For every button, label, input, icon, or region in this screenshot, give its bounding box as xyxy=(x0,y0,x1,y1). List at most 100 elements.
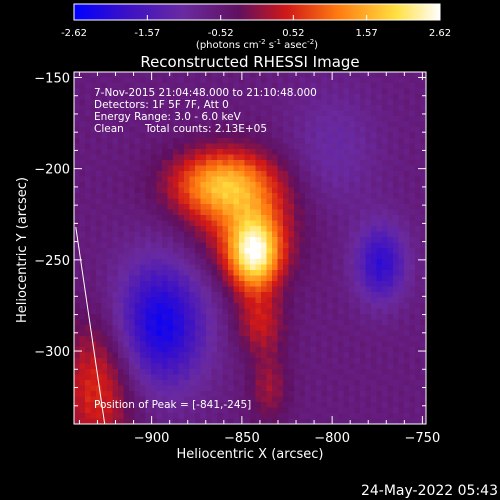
heatmap-cell xyxy=(74,402,81,409)
heatmap-cell xyxy=(129,363,136,370)
heatmap-cell xyxy=(376,138,383,145)
heatmap-cell xyxy=(145,314,152,321)
heatmap-cell xyxy=(404,77,411,84)
heatmap-cell xyxy=(321,336,328,343)
heatmap-cell xyxy=(178,358,185,365)
heatmap-cell xyxy=(134,193,141,200)
heatmap-cell xyxy=(321,83,328,90)
heatmap-cell xyxy=(365,165,372,172)
heatmap-cell xyxy=(327,380,334,387)
heatmap-cell xyxy=(338,413,345,420)
heatmap-cell xyxy=(387,369,394,376)
heatmap-cell xyxy=(393,407,400,414)
heatmap-cell xyxy=(360,303,367,310)
heatmap-cell xyxy=(255,204,262,211)
heatmap-cell xyxy=(288,204,295,211)
heatmap-cell xyxy=(415,275,422,282)
heatmap-cell xyxy=(228,270,235,277)
heatmap-cell xyxy=(288,132,295,139)
heatmap-cell xyxy=(118,363,125,370)
heatmap-cell xyxy=(393,352,400,359)
heatmap-cell xyxy=(349,253,356,260)
heatmap-cell xyxy=(376,281,383,288)
heatmap-cell xyxy=(123,413,130,420)
heatmap-cell xyxy=(167,369,174,376)
heatmap-cell xyxy=(354,358,361,365)
heatmap-cell xyxy=(74,319,81,326)
heatmap-cell xyxy=(294,226,301,233)
heatmap-cell xyxy=(420,237,426,244)
heatmap-cell xyxy=(74,121,81,128)
heatmap-cell xyxy=(239,242,246,249)
heatmap-cell xyxy=(261,171,268,178)
x-tick-label: −800 xyxy=(314,431,350,446)
heatmap-cell xyxy=(211,77,218,84)
heatmap-cell xyxy=(360,121,367,128)
heatmap-cell xyxy=(200,83,207,90)
heatmap-cell xyxy=(195,116,202,123)
heatmap-cell xyxy=(321,198,328,205)
heatmap-cell xyxy=(156,237,163,244)
heatmap-cell xyxy=(173,286,180,293)
heatmap-cell xyxy=(211,363,218,370)
heatmap-cell xyxy=(206,369,213,376)
heatmap-cell xyxy=(404,193,411,200)
heatmap-cell xyxy=(173,176,180,183)
heatmap-cell xyxy=(360,314,367,321)
heatmap-cell xyxy=(123,226,130,233)
heatmap-cell xyxy=(189,99,196,106)
heatmap-cell xyxy=(250,308,257,315)
heatmap-cell xyxy=(305,220,312,227)
heatmap-cell xyxy=(206,226,213,233)
heatmap-cell xyxy=(349,297,356,304)
heatmap-cell xyxy=(222,297,229,304)
heatmap-cell xyxy=(261,303,268,310)
heatmap-cell xyxy=(140,396,147,403)
heatmap-cell xyxy=(272,413,279,420)
heatmap-cell xyxy=(409,330,416,337)
heatmap-cell xyxy=(283,336,290,343)
heatmap-cell xyxy=(134,380,141,387)
heatmap-cell xyxy=(343,413,350,420)
heatmap-cell xyxy=(140,407,147,414)
heatmap-cell xyxy=(327,187,334,194)
heatmap-cell xyxy=(332,105,339,112)
heatmap-cell xyxy=(129,94,136,101)
heatmap-cell xyxy=(398,171,405,178)
heatmap-cell xyxy=(360,143,367,150)
heatmap-cell xyxy=(371,105,378,112)
heatmap-cell xyxy=(156,341,163,348)
heatmap-cell xyxy=(398,176,405,183)
heatmap-cell xyxy=(101,369,108,376)
heatmap-cell xyxy=(261,127,268,134)
heatmap-cell xyxy=(387,215,394,222)
heatmap-cell xyxy=(228,94,235,101)
heatmap-cell xyxy=(420,72,426,79)
heatmap-cell xyxy=(178,83,185,90)
heatmap-cell xyxy=(327,319,334,326)
heatmap-cell xyxy=(365,182,372,189)
heatmap-cell xyxy=(255,286,262,293)
heatmap-cell xyxy=(305,193,312,200)
heatmap-cell xyxy=(305,138,312,145)
heatmap-cell xyxy=(118,275,125,282)
heatmap-cell xyxy=(283,314,290,321)
heatmap-cell xyxy=(211,204,218,211)
heatmap-cell xyxy=(415,402,422,409)
heatmap-cell xyxy=(321,237,328,244)
heatmap-cell xyxy=(393,319,400,326)
heatmap-cell xyxy=(266,292,273,299)
heatmap-cell xyxy=(206,204,213,211)
heatmap-cell xyxy=(349,325,356,332)
heatmap-cell xyxy=(211,121,218,128)
heatmap-cell xyxy=(112,314,119,321)
heatmap-cell xyxy=(195,259,202,266)
heatmap-cell xyxy=(398,303,405,310)
heatmap-cell xyxy=(404,248,411,255)
heatmap-cell xyxy=(376,127,383,134)
heatmap-cell xyxy=(420,352,426,359)
heatmap-cell xyxy=(266,275,273,282)
heatmap-cell xyxy=(382,77,389,84)
heatmap-cell xyxy=(178,248,185,255)
heatmap-cell xyxy=(409,143,416,150)
